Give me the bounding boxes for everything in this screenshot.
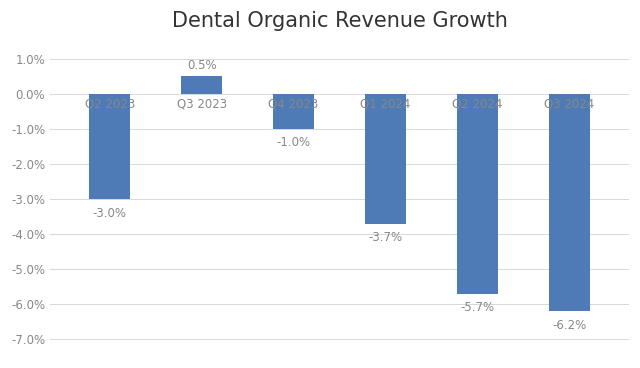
Title: Dental Organic Revenue Growth: Dental Organic Revenue Growth	[172, 11, 508, 31]
Text: 0.5%: 0.5%	[187, 59, 216, 72]
Bar	[365, 93, 406, 223]
Bar	[548, 93, 590, 311]
Text: Q3 2023: Q3 2023	[177, 97, 227, 110]
Text: Q4 2023: Q4 2023	[268, 97, 319, 110]
Text: Q2 2024: Q2 2024	[452, 97, 502, 110]
Bar	[181, 76, 222, 93]
Text: Q3 2024: Q3 2024	[544, 97, 595, 110]
Text: -3.0%: -3.0%	[93, 207, 127, 220]
Bar	[273, 93, 314, 129]
Text: Q1 2024: Q1 2024	[360, 97, 411, 110]
Text: -1.0%: -1.0%	[276, 137, 310, 149]
Text: -6.2%: -6.2%	[552, 319, 586, 332]
Bar	[456, 93, 498, 294]
Text: -3.7%: -3.7%	[369, 231, 403, 244]
Bar	[89, 93, 131, 199]
Text: Q2 2023: Q2 2023	[84, 97, 135, 110]
Text: -5.7%: -5.7%	[460, 301, 494, 314]
